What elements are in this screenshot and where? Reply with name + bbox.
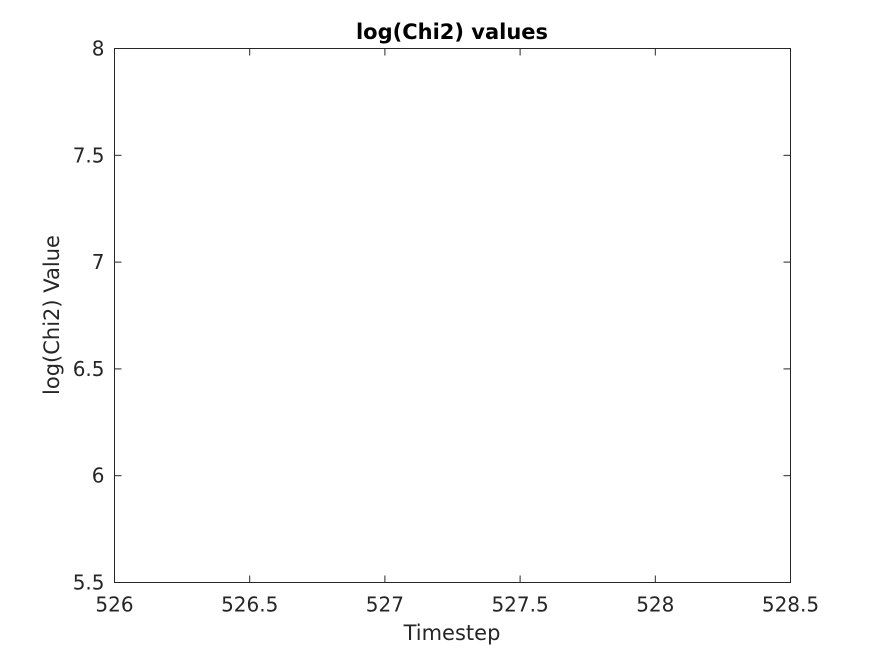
x-tick-label: 527 (366, 593, 404, 617)
y-tick-label: 7 (92, 250, 105, 274)
y-tick-label: 6 (92, 464, 105, 488)
y-tick-label: 5.5 (73, 571, 105, 595)
y-axis: 5.5 6 6.5 7 7.5 8 (73, 37, 791, 595)
chart-title: log(Chi2) values (356, 20, 548, 44)
x-axis-label: Timestep (403, 621, 501, 645)
y-axis-label: log(Chi2) Value (40, 235, 64, 395)
x-tick-label: 526 (95, 593, 133, 617)
plot-area-box (114, 48, 791, 583)
x-tick-label: 526.5 (221, 593, 278, 617)
x-tick-label: 528.5 (762, 593, 819, 617)
x-axis: 526 526.5 527 527.5 528 528.5 (95, 48, 819, 617)
y-tick-label: 6.5 (73, 357, 105, 381)
x-tick-label: 528 (636, 593, 674, 617)
y-tick-label: 8 (92, 37, 105, 61)
y-tick-label: 7.5 (73, 143, 105, 167)
x-tick-label: 527.5 (491, 593, 548, 617)
